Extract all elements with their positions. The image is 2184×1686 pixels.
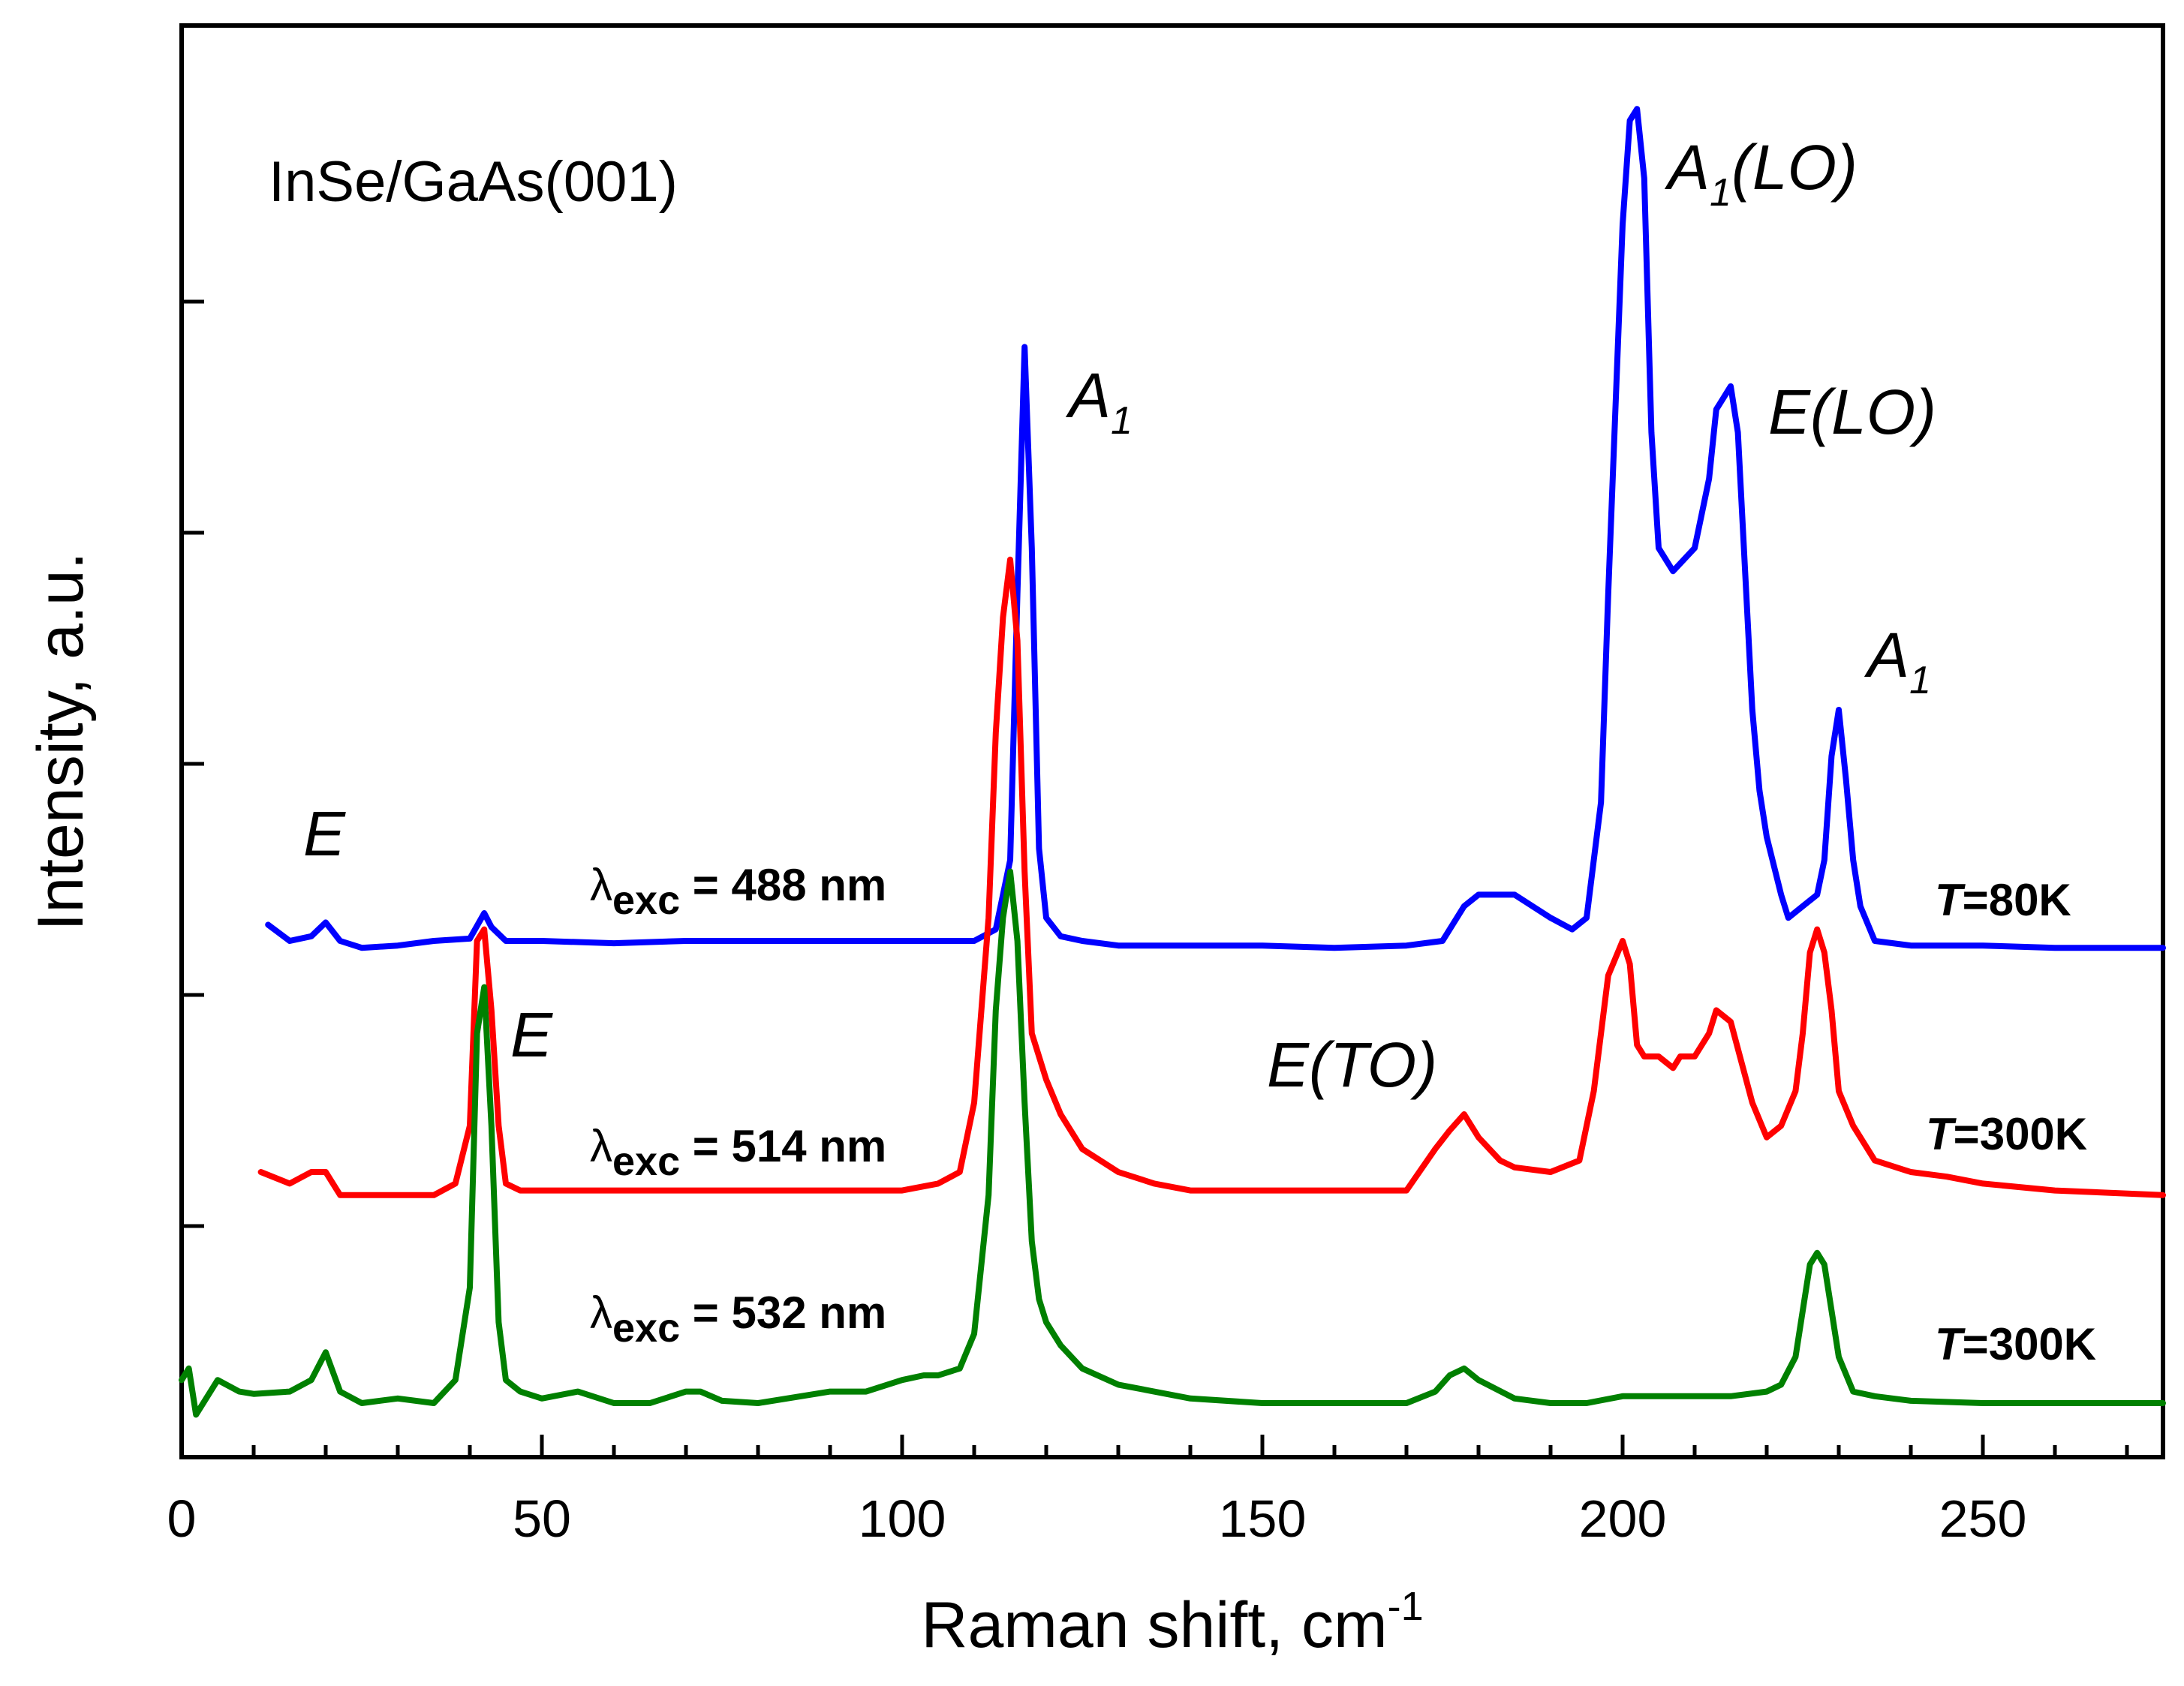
peak-label-subscript: 1 — [1710, 171, 1731, 215]
excitation-label-532: λexc = 532 nm — [590, 1288, 886, 1351]
spectrum-series-1 — [257, 556, 2166, 1198]
x-axis-title-superscript: -1 — [1388, 1584, 1424, 1629]
peak-label-a1-high-blue: A1 — [1864, 620, 1931, 702]
x-tick-label: 0 — [167, 1489, 197, 1548]
peak-label-subscript: 1 — [1111, 399, 1133, 443]
spectrum-series-0 — [265, 106, 2166, 951]
y-ticks — [182, 299, 204, 1228]
peak-label-main: E(LO) — [1768, 377, 1936, 447]
spectrum-series-2 — [179, 868, 2166, 1418]
x-tick-label: 100 — [859, 1489, 946, 1548]
excitation-label-514: λexc = 514 nm — [590, 1121, 886, 1184]
lambda-symbol: λ — [590, 1121, 612, 1171]
temperature-symbol: T — [1935, 1319, 1966, 1369]
x-tick-labels: 0 50 100 150 200 250 — [167, 1489, 2027, 1548]
peak-label-main: A — [1664, 132, 1710, 203]
lambda-symbol: λ — [590, 1288, 612, 1338]
series-layer — [179, 106, 2166, 1418]
peak-label-main: A — [1065, 360, 1111, 431]
peak-label-subscript: 1 — [1909, 659, 1931, 702]
x-axis-title-text: Raman shift, cm — [921, 1589, 1387, 1661]
peak-label-e-blue: E — [303, 798, 346, 869]
excitation-label-488: λexc = 488 nm — [590, 860, 886, 923]
excitation-value: = 514 nm — [680, 1121, 886, 1171]
temperature-symbol: T — [1935, 875, 1966, 925]
temperature-value: =300K — [1954, 1109, 2087, 1159]
lambda-subscript: exc — [612, 1306, 680, 1351]
x-tick-label: 200 — [1579, 1489, 1667, 1548]
peak-label-main: E — [510, 999, 553, 1070]
peak-label-main: A — [1864, 620, 1909, 690]
x-tick-label: 50 — [513, 1489, 571, 1548]
x-axis-title: Raman shift, cm-1 — [921, 1584, 1423, 1661]
peak-label-main: E — [303, 798, 346, 869]
peak-label-suffix: (LO) — [1731, 132, 1858, 203]
x-ticks — [179, 1435, 2129, 1457]
temperature-label-300k-green: T=300K — [1935, 1319, 2096, 1369]
x-tick-label: 150 — [1219, 1489, 1307, 1548]
excitation-value: = 532 nm — [680, 1288, 886, 1338]
sample-label: InSe/GaAs(001) — [269, 150, 678, 214]
lambda-symbol: λ — [590, 860, 612, 910]
lambda-subscript: exc — [612, 878, 680, 923]
temperature-symbol: T — [1926, 1109, 1957, 1159]
x-tick-label: 250 — [1939, 1489, 2027, 1548]
peak-label-main: E(TO) — [1267, 1029, 1437, 1100]
peak-label-eto-red: E(TO) — [1267, 1029, 1437, 1100]
temperature-value: =300K — [1963, 1319, 2096, 1369]
peak-label-elo-blue: E(LO) — [1768, 377, 1936, 447]
excitation-value: = 488 nm — [680, 860, 886, 910]
plot-frame — [179, 23, 2165, 1459]
temperature-label-80k: T=80K — [1935, 875, 2071, 925]
y-axis-title: Intensity, a.u. — [25, 551, 97, 930]
lambda-subscript: exc — [612, 1139, 680, 1184]
temperature-value: =80K — [1963, 875, 2071, 925]
peak-label-a1-blue: A1 — [1065, 360, 1133, 443]
peak-label-a1lo-blue: A1(LO) — [1664, 132, 1858, 215]
peak-label-e-red: E — [510, 999, 553, 1070]
temperature-label-300k-red: T=300K — [1926, 1109, 2087, 1159]
